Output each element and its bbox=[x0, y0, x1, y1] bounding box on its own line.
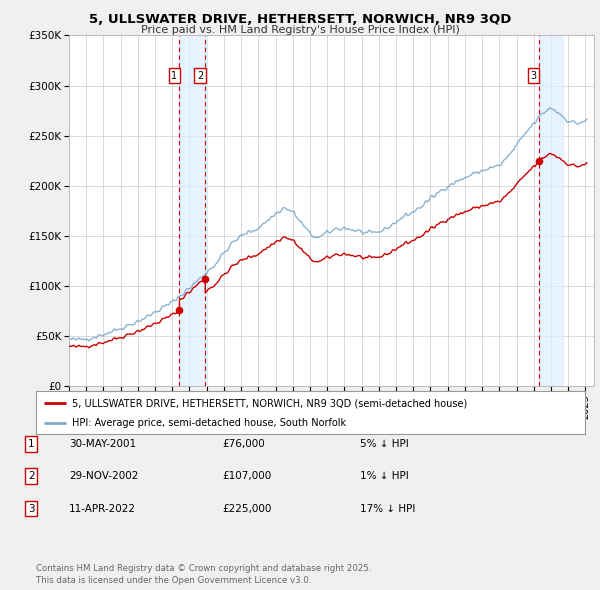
Text: Contains HM Land Registry data © Crown copyright and database right 2025.
This d: Contains HM Land Registry data © Crown c… bbox=[36, 565, 371, 585]
Text: 1: 1 bbox=[28, 439, 35, 448]
Text: 17% ↓ HPI: 17% ↓ HPI bbox=[360, 504, 415, 513]
Text: HPI: Average price, semi-detached house, South Norfolk: HPI: Average price, semi-detached house,… bbox=[71, 418, 346, 428]
Text: 5, ULLSWATER DRIVE, HETHERSETT, NORWICH, NR9 3QD (semi-detached house): 5, ULLSWATER DRIVE, HETHERSETT, NORWICH,… bbox=[71, 398, 467, 408]
Bar bbox=[179, 35, 207, 386]
Text: 3: 3 bbox=[530, 71, 536, 80]
Text: 29-NOV-2002: 29-NOV-2002 bbox=[69, 471, 139, 481]
Text: Price paid vs. HM Land Registry's House Price Index (HPI): Price paid vs. HM Land Registry's House … bbox=[140, 25, 460, 35]
Text: £76,000: £76,000 bbox=[222, 439, 265, 448]
Text: 5, ULLSWATER DRIVE, HETHERSETT, NORWICH, NR9 3QD: 5, ULLSWATER DRIVE, HETHERSETT, NORWICH,… bbox=[89, 13, 511, 26]
Text: £107,000: £107,000 bbox=[222, 471, 271, 481]
Text: £225,000: £225,000 bbox=[222, 504, 271, 513]
Text: 30-MAY-2001: 30-MAY-2001 bbox=[69, 439, 136, 448]
Text: 11-APR-2022: 11-APR-2022 bbox=[69, 504, 136, 513]
Text: 2: 2 bbox=[197, 71, 203, 80]
Text: 2: 2 bbox=[28, 471, 35, 481]
Text: 1: 1 bbox=[171, 71, 177, 80]
Text: 3: 3 bbox=[28, 504, 35, 513]
Text: 5% ↓ HPI: 5% ↓ HPI bbox=[360, 439, 409, 448]
Bar bbox=[539, 35, 563, 386]
Text: 1% ↓ HPI: 1% ↓ HPI bbox=[360, 471, 409, 481]
